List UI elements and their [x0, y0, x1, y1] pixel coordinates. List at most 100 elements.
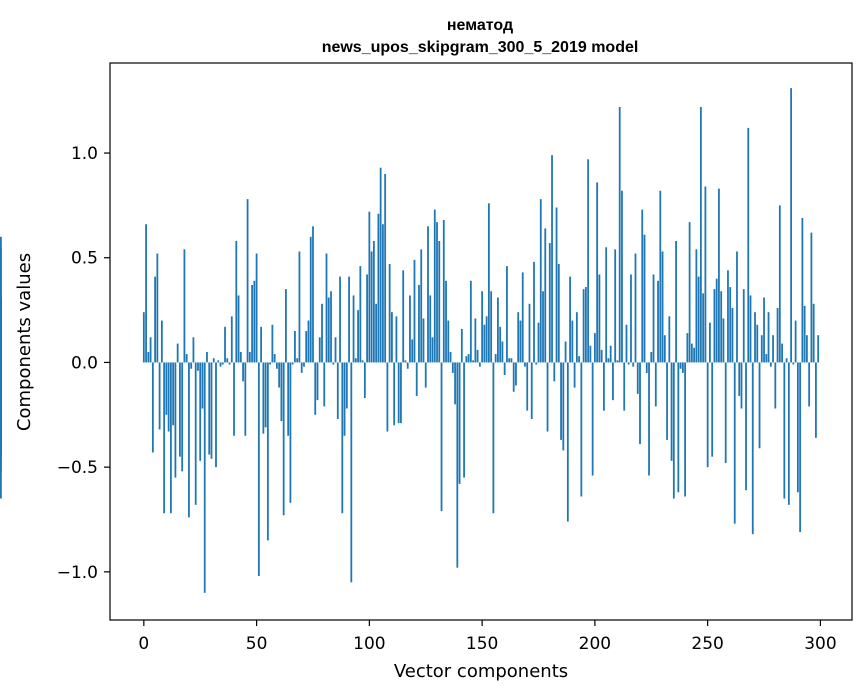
bar-component-289: [794, 320, 797, 363]
bar-component-38: [228, 362, 231, 365]
bar-component-224: [648, 362, 650, 476]
bar-component-261: [731, 308, 734, 363]
bar-component-74: [309, 236, 312, 363]
bar-component-188: [566, 362, 569, 522]
y-axis-ticks: −1.0 −0.5 0.0 0.5 1.0: [57, 144, 110, 583]
bar-component-16: [179, 362, 181, 457]
y-tick-label: −1.0: [57, 563, 98, 583]
bar-component-166: [517, 312, 520, 363]
bar-component-237: [677, 362, 680, 493]
bar-component-95: [357, 310, 359, 363]
bar-component-83: [330, 291, 332, 363]
x-tick-label: 50: [246, 634, 268, 654]
bar-component-144: [467, 354, 470, 363]
y-tick-label: −0.5: [57, 458, 98, 478]
bar-component-171: [528, 303, 531, 363]
bar-component-170: [526, 362, 529, 411]
bar-component-63: [285, 289, 287, 363]
bar-component-69: [298, 251, 301, 363]
bar-component-215: [627, 362, 630, 365]
x-tick-label: 150: [466, 634, 498, 654]
bar-component-45: [244, 362, 247, 436]
bar-component-40: [233, 362, 235, 436]
bar-component-104: [377, 213, 380, 363]
bar-component-154: [490, 291, 493, 363]
bar-component-43: [239, 351, 242, 363]
bar-component-87: [339, 276, 341, 363]
bar-component-46: [246, 199, 249, 363]
bar-component-60: [278, 362, 281, 388]
bar-component-238: [679, 362, 682, 369]
bar-component-287: [790, 88, 792, 363]
x-tick-label: 100: [353, 634, 385, 654]
bar-component-22: [192, 337, 195, 363]
bar-component-283: [781, 343, 783, 363]
bar-component-73: [307, 320, 310, 363]
bar-component-undefined: [0, 362, 2, 388]
bar-component-206: [607, 358, 610, 363]
x-tick-label: 250: [691, 634, 723, 654]
bar-component-143: [465, 356, 468, 363]
bar-component-114: [400, 362, 402, 424]
bar-component-293: [803, 305, 806, 363]
bar-component-125: [424, 362, 427, 388]
bar-component-36: [224, 326, 226, 363]
bar-component-51: [257, 362, 260, 577]
bar-component-34: [219, 362, 222, 367]
bar-component-203: [600, 349, 603, 363]
bar-component-67: [294, 331, 296, 363]
bar-component-228: [657, 280, 659, 363]
bar-component-54: [264, 362, 267, 428]
bar-component-97: [361, 360, 364, 363]
bar-component-65: [289, 362, 292, 503]
bar-component-258: [724, 362, 727, 463]
bar-component-20: [188, 362, 190, 518]
bar-component-221: [641, 209, 644, 363]
bar-component-96: [359, 266, 362, 363]
bar-component-222: [643, 234, 646, 363]
bar-component-277: [767, 312, 770, 363]
bar-component-113: [397, 362, 400, 424]
bar-component-137: [451, 362, 454, 373]
bar-component-62: [282, 362, 285, 516]
bar-component-288: [792, 362, 795, 365]
bar-component-292: [801, 217, 804, 363]
bar-component-265: [740, 362, 743, 409]
bar-component-124: [422, 318, 425, 363]
bar-component-211: [618, 106, 621, 363]
bar-component-21: [190, 362, 193, 369]
bar-component-285: [785, 358, 788, 363]
bar-component-243: [690, 343, 693, 363]
bar-component-139: [456, 362, 459, 568]
bar-component-10: [165, 362, 168, 415]
bar-component-4: [151, 362, 154, 453]
bar-component-185: [560, 362, 562, 440]
bar-component-197: [587, 159, 590, 363]
bar-component-278: [769, 362, 772, 367]
bar-component-17: [181, 362, 184, 472]
bar-component-76: [314, 362, 317, 415]
bar-component-81: [325, 253, 328, 363]
bar-component-232: [666, 362, 668, 440]
x-axis-label: Vector components: [394, 661, 568, 682]
bar-component-264: [738, 362, 741, 396]
bar-component-159: [501, 341, 504, 363]
bar-component-68: [296, 358, 299, 363]
bar-component-250: [706, 362, 709, 468]
bar-component-136: [449, 351, 452, 363]
bar-component-91: [348, 276, 350, 363]
bar-component-194: [580, 362, 583, 497]
bar-component-122: [418, 284, 420, 363]
x-tick-label: 200: [579, 634, 611, 654]
bar-component-116: [404, 360, 407, 363]
bar-component-216: [630, 274, 632, 363]
bar-component-147: [474, 318, 477, 363]
bar-component-59: [275, 362, 278, 369]
bar-component-64: [287, 362, 290, 436]
bar-component-120: [413, 259, 416, 363]
bar-component-61: [280, 362, 283, 422]
y-tick-label: 0.5: [71, 249, 98, 269]
bar-component-260: [729, 287, 732, 363]
bar-component-24: [197, 362, 199, 371]
